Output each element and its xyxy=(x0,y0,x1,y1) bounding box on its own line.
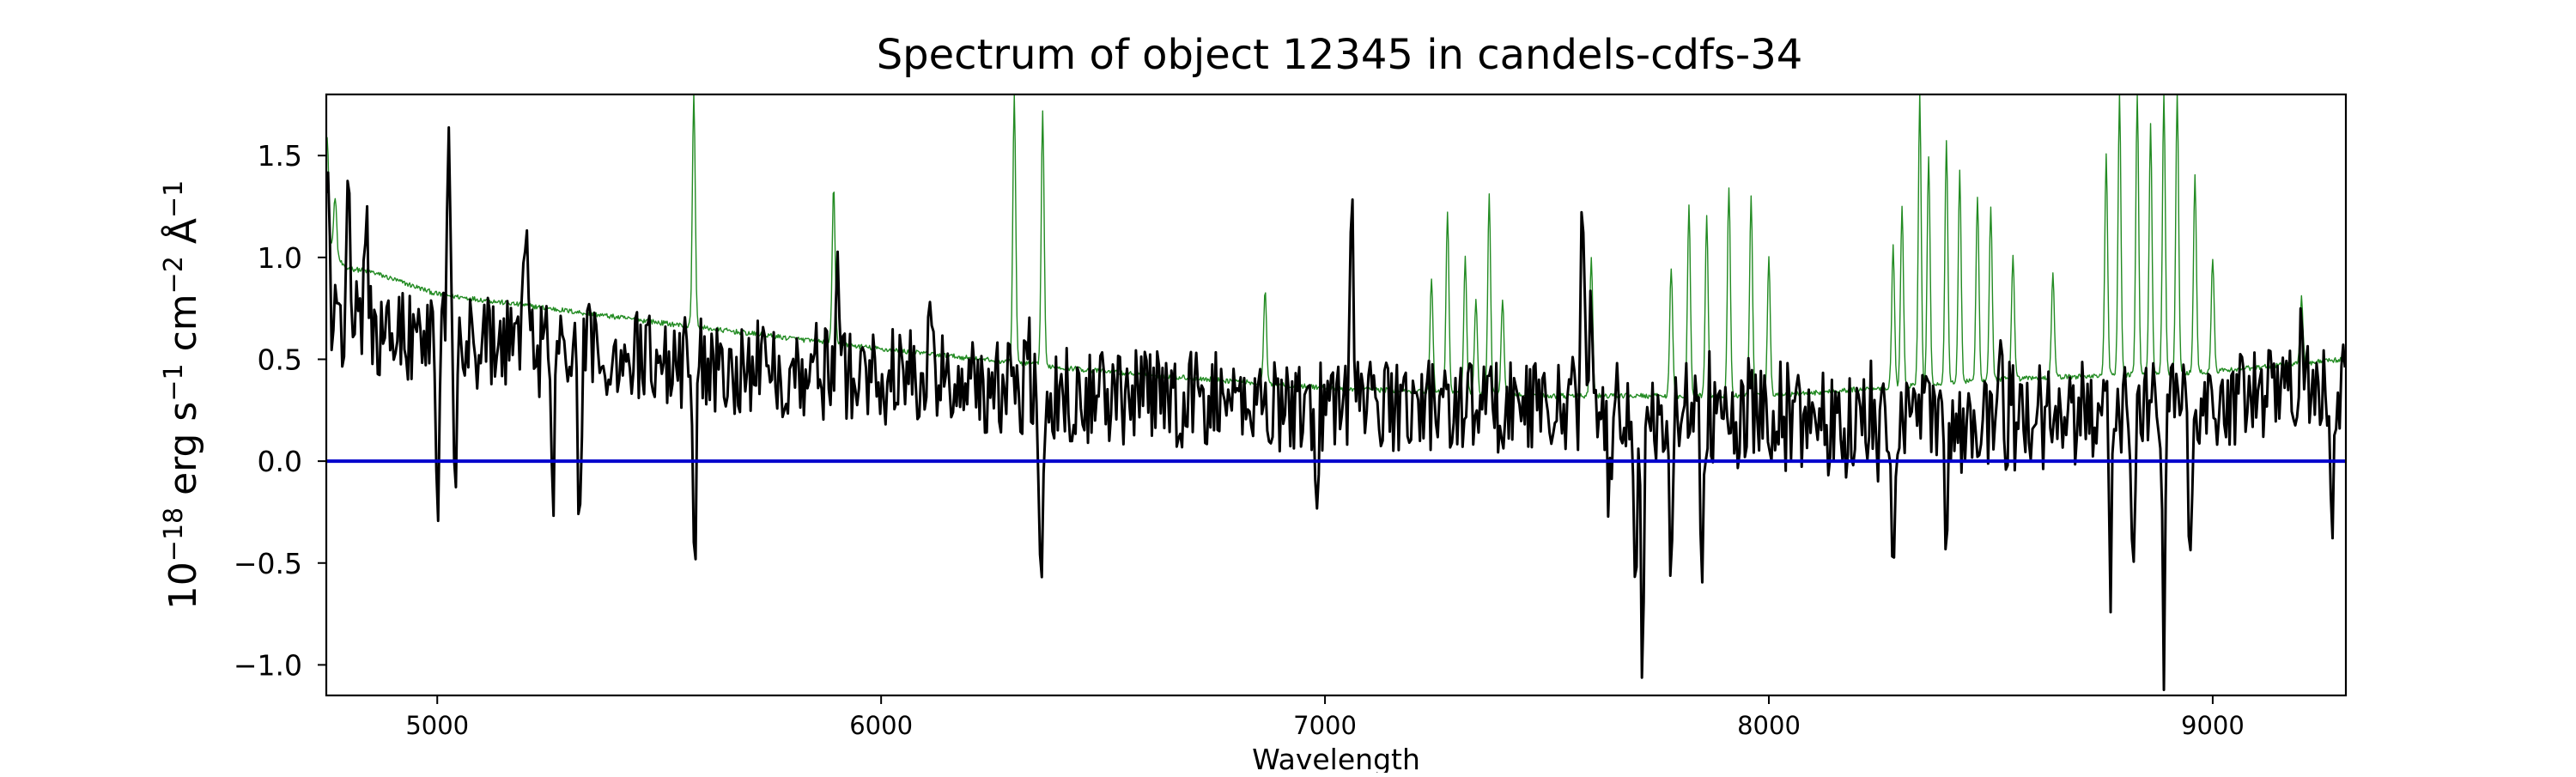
y-label-base: 10 xyxy=(161,562,205,610)
plot-area xyxy=(326,94,2346,692)
y-label-unit-2: cm xyxy=(161,294,205,363)
x-tick-label-5000: 5000 xyxy=(405,711,469,740)
x-tick-label-9000: 9000 xyxy=(2181,711,2245,740)
y-label-unit-1: erg s xyxy=(161,402,205,507)
y-tick-label-1: 1.0 xyxy=(258,241,302,275)
x-axis: 5000 6000 7000 8000 9000 xyxy=(405,695,2245,740)
chart-title: Spectrum of object 12345 in candels-cdfs… xyxy=(877,31,1803,79)
plot-frame xyxy=(325,93,2348,697)
x-tick-label-6000: 6000 xyxy=(849,711,913,740)
y-label-exp-2: −1 xyxy=(159,363,189,401)
y-label-exp-1: −18 xyxy=(159,507,189,562)
y-label-exp-4: −1 xyxy=(159,180,189,218)
y-tick-label-4: −0.5 xyxy=(234,547,302,580)
x-tick-label-8000: 8000 xyxy=(1737,711,1801,740)
y-tick-label-5: −1.0 xyxy=(234,648,302,682)
x-tick-label-7000: 7000 xyxy=(1293,711,1357,740)
y-tick-label-0: 1.5 xyxy=(258,139,302,173)
y-tick-label-2: 0.5 xyxy=(258,343,302,376)
black-flux-series xyxy=(326,126,2346,692)
y-axis-label: 10−18 erg s−1 cm−2 Å−1 xyxy=(159,180,205,610)
x-axis-label: Wavelength xyxy=(1252,743,1420,773)
y-label-unit-3: Å xyxy=(160,218,205,256)
green-model-series xyxy=(326,94,2346,399)
series-layer xyxy=(326,94,2346,692)
y-tick-label-3: 0.0 xyxy=(258,445,302,478)
y-label-exp-3: −2 xyxy=(159,256,189,294)
y-axis: 1.5 1.0 0.5 0.0 −0.5 −1.0 xyxy=(234,139,326,682)
